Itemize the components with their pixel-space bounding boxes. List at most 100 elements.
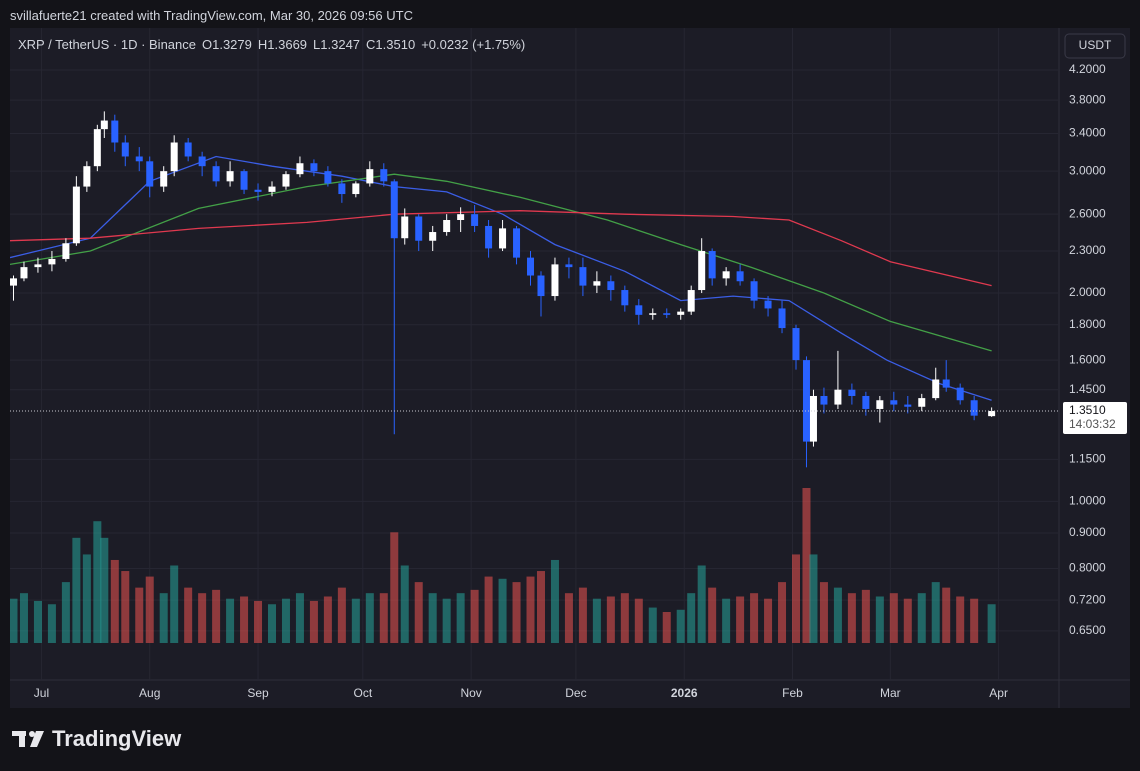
volume-bar — [792, 554, 800, 643]
volume-bar — [861, 589, 870, 643]
candle-body — [764, 300, 772, 309]
volume-bar — [442, 598, 451, 643]
volume-bar — [170, 565, 179, 643]
volume-bar — [82, 554, 91, 643]
candle-body — [170, 142, 178, 172]
volume-bar — [121, 571, 130, 643]
candle-body — [663, 313, 671, 315]
volume-bar — [93, 521, 102, 643]
candle-body — [160, 171, 168, 187]
candle-body — [750, 281, 758, 301]
y-tick-label: 0.8000 — [1069, 561, 1106, 575]
candle-body — [792, 328, 800, 361]
candle-body — [802, 360, 810, 442]
volume-bar — [802, 488, 811, 643]
volume-bar — [72, 537, 81, 643]
volume-bar — [390, 532, 399, 643]
y-tick-label: 2.3000 — [1069, 243, 1106, 257]
y-tick-label: 3.0000 — [1069, 163, 1106, 177]
candle-body — [10, 278, 17, 286]
volume-bar — [484, 576, 493, 643]
candle-body — [254, 189, 262, 192]
chart: USDT Jul Aug Sep Oct Nov Dec 2026 Feb Mar Apr 4.20… — [10, 28, 1130, 708]
candle-body — [212, 166, 220, 182]
y-tick-label: 3.8000 — [1069, 92, 1106, 106]
candle-body — [834, 389, 842, 405]
volume-bar — [550, 559, 559, 643]
candle-body — [551, 264, 559, 297]
volume-bar — [648, 607, 657, 643]
volume-bar — [970, 598, 979, 643]
volume-bar — [903, 598, 912, 643]
y-tick-label: 1.1500 — [1069, 452, 1106, 466]
volume-bar — [33, 600, 42, 643]
candle-body — [848, 389, 856, 396]
volume-bar — [526, 576, 535, 643]
candle-body — [324, 171, 332, 184]
volume-bar — [931, 582, 940, 643]
candle-body — [876, 400, 884, 409]
volume-bar — [687, 593, 696, 643]
x-tick-label: Mar — [880, 686, 901, 700]
currency-button[interactable] — [1064, 33, 1126, 59]
volume-bar — [414, 582, 423, 643]
candle-body — [932, 379, 940, 399]
y-tick-label: 0.7200 — [1069, 592, 1106, 606]
candle-body — [635, 305, 643, 315]
candle-body — [698, 251, 706, 291]
candle-body — [722, 271, 730, 279]
close: C1.3510 — [366, 37, 416, 52]
y-tick-label: 3.4000 — [1069, 126, 1106, 140]
volume-bar — [240, 596, 249, 643]
volume-bar — [987, 604, 996, 643]
volume-bar — [198, 593, 207, 643]
credit: svillafuerte21 created with TradingView.… — [10, 8, 413, 23]
volume-bar — [778, 582, 787, 643]
volume-bar — [819, 582, 828, 643]
volume-bar — [578, 587, 587, 643]
x-tick-label: Sep — [247, 686, 269, 700]
candle-body — [809, 395, 817, 442]
volume-bar — [159, 593, 168, 643]
candle-body — [135, 156, 143, 162]
candle-body — [607, 281, 615, 291]
candle-body — [942, 379, 950, 388]
x-tick-label: Feb — [782, 686, 803, 700]
volume-bar — [309, 600, 318, 643]
x-tick-label: Apr — [989, 686, 1008, 700]
candle-body — [457, 214, 465, 221]
candle-body — [380, 169, 388, 182]
candle-body — [146, 161, 154, 187]
volume-bar — [351, 598, 360, 643]
volume-bar — [212, 589, 221, 643]
legend: XRP / TetherUS · 1D · Binance O1.3279 H1… — [18, 37, 525, 52]
candle-body — [268, 186, 276, 192]
candle-body — [890, 400, 898, 405]
volume-bar — [470, 589, 479, 643]
candle-body — [918, 398, 926, 407]
volume-bar — [676, 609, 685, 643]
x-tick-label: Jul — [34, 686, 49, 700]
volume-bar — [61, 582, 70, 643]
volume-bar — [722, 598, 731, 643]
candle-body — [48, 258, 56, 265]
volume-bar — [809, 554, 818, 643]
candle-body — [621, 290, 629, 306]
volume-bar — [268, 604, 276, 643]
candle-body — [687, 290, 695, 312]
candle-body — [93, 129, 101, 167]
currency: USDT — [1079, 38, 1112, 52]
volume-bar — [100, 537, 109, 643]
candle-body — [198, 156, 206, 167]
candle-body — [862, 395, 870, 409]
x-tick-label: Dec — [565, 686, 586, 700]
symbol: XRP / TetherUS · 1D · Binance — [18, 37, 196, 52]
x-tick-label: Nov — [460, 686, 481, 700]
candle-body — [352, 183, 360, 195]
candle-body — [390, 181, 398, 239]
candle-body — [111, 120, 119, 143]
candle-body — [820, 395, 828, 405]
x-tick-label: Oct — [353, 686, 372, 700]
volume-bar — [456, 593, 465, 643]
candle-body — [429, 232, 437, 241]
